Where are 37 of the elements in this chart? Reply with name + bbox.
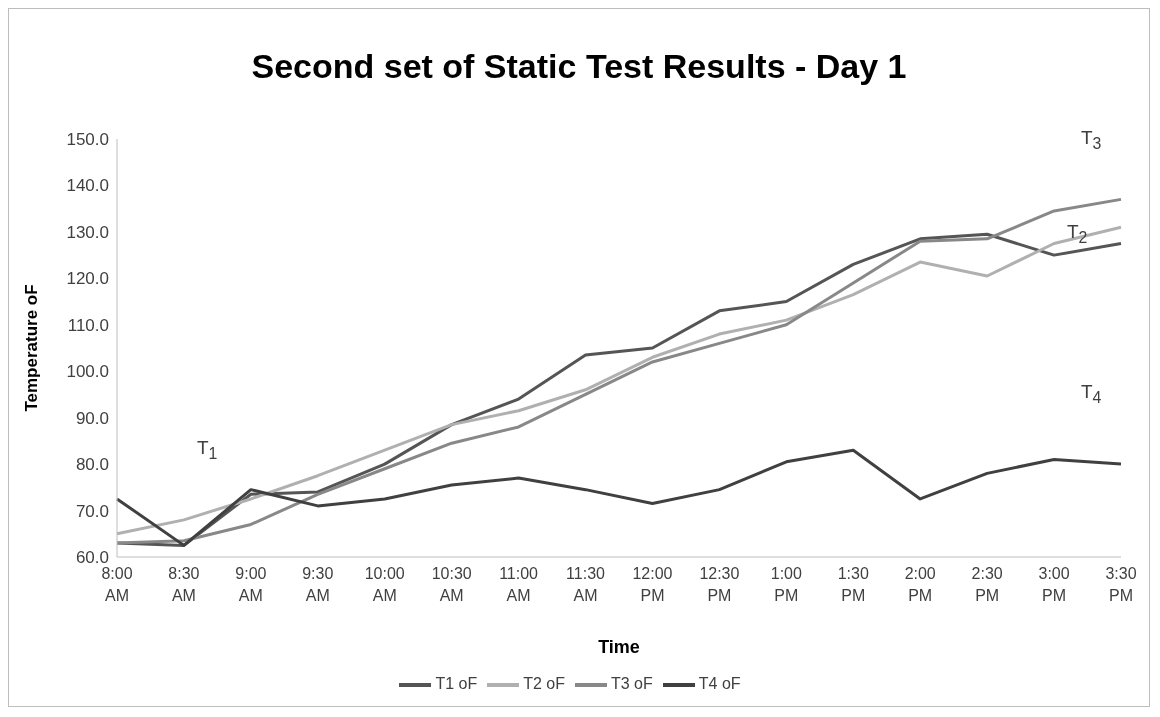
y-tick-label: 150.0 xyxy=(66,130,109,150)
x-tick-label: 1:00 PM xyxy=(770,565,803,604)
x-tick-label: 8:30 AM xyxy=(168,565,200,604)
y-tick-label: 70.0 xyxy=(75,501,109,521)
y-axis-title: Temperature oF xyxy=(22,284,42,412)
x-axis-title: Time xyxy=(598,637,640,657)
legend-label: T4 oF xyxy=(698,675,741,693)
x-tick-label: 2:00 PM xyxy=(904,565,936,604)
annotation: T$_{2}$ xyxy=(1067,221,1088,247)
y-tick-label: 100.0 xyxy=(66,362,109,382)
x-tick-label: 2:30 PM xyxy=(971,565,1003,604)
y-tick-label: 110.0 xyxy=(67,315,109,335)
annotation: T$_{4}$ xyxy=(1081,381,1102,407)
x-tick-label: 12:00 PM xyxy=(632,565,673,604)
x-tick-label: 9:00 AM xyxy=(235,565,267,604)
annotation: T$_{3}$ xyxy=(1081,127,1102,153)
y-tick-label: 90.0 xyxy=(75,408,109,428)
x-tick-label: 8:00 AM xyxy=(101,565,133,604)
chart-title: Second set of Static Test Results - Day 1 xyxy=(250,47,908,86)
y-tick-label: 130.0 xyxy=(66,222,109,242)
annotation: T$_{1}$ xyxy=(197,437,218,463)
x-tick-label: 10:30 AM xyxy=(431,565,472,604)
x-tick-label: 3:30 PM xyxy=(1105,565,1137,604)
x-tick-label: 11:30 AM xyxy=(566,565,606,604)
y-tick-label: 80.0 xyxy=(75,455,109,475)
y-tick-label: 120.0 xyxy=(66,269,109,289)
legend-label: T3 oF xyxy=(611,675,653,693)
legend-label: T2 oF xyxy=(523,675,565,693)
x-tick-label: 10:00 AM xyxy=(364,565,405,604)
x-tick-label: 3:00 PM xyxy=(1038,565,1070,604)
x-tick-label: 11:00 AM xyxy=(499,565,539,604)
x-tick-label: 9:30 AM xyxy=(302,565,334,604)
x-tick-label: 12:30 PM xyxy=(699,565,740,604)
y-tick-label: 60.0 xyxy=(75,548,109,568)
x-tick-label: 1:30 PM xyxy=(837,565,869,604)
y-tick-label: 140.0 xyxy=(66,176,109,196)
legend-label: T1 oF xyxy=(435,675,478,693)
